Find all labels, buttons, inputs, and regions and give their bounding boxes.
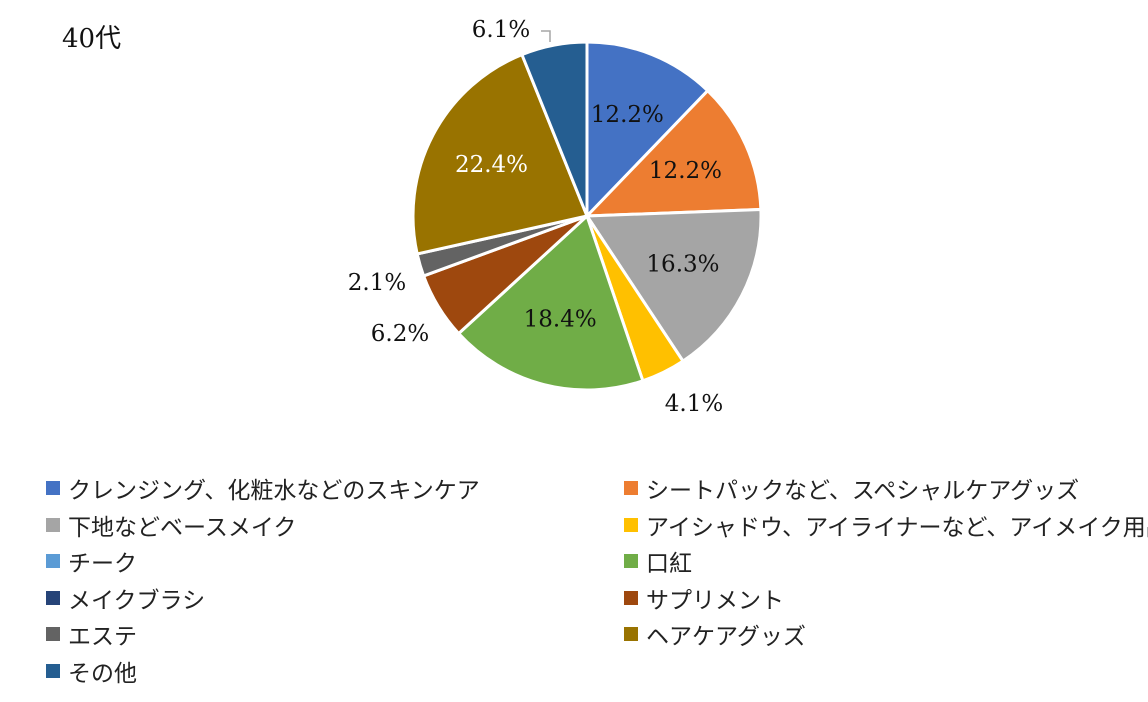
pie-slice-2 (584, 207, 763, 364)
pie-slice-0 (585, 40, 710, 220)
pie-slice-5 (456, 213, 645, 392)
legend-label: 口紅 (646, 551, 692, 577)
legend-swatch (624, 590, 638, 605)
data-label-3: 4.1% (665, 391, 723, 417)
legend-swatch (624, 627, 638, 641)
legend-label: ヘアケアグッズ (646, 624, 806, 650)
legend-item-5: 口紅 (624, 543, 692, 579)
legend-item-0: クレンジング、化粧水などのスキンケア (46, 470, 480, 506)
legend-item-4: チーク (46, 543, 137, 579)
legend-item-3: アイシャドウ、アイライナーなど、アイメイク用品 (624, 507, 1148, 543)
legend-swatch (46, 663, 60, 678)
legend-item-8: エステ (46, 616, 137, 652)
legend-item-2: 下地などベースメイク (46, 507, 296, 543)
legend-swatch (46, 481, 60, 495)
legend-label: サプリメント (646, 587, 784, 614)
legend-item-10: その他 (46, 653, 137, 689)
pie-slice-1 (583, 88, 763, 218)
legend-swatch (624, 517, 638, 532)
legend-item-9: ヘアケアグッズ (624, 616, 806, 652)
legend-label: メイクブラシ (68, 587, 206, 614)
legend-label: クレンジング、化粧水などのスキンケア (68, 478, 480, 504)
leader-line-other (541, 30, 551, 42)
legend-item-6: メイクブラシ (46, 580, 205, 616)
data-label-0: 12.2% (591, 102, 664, 128)
pie-plot-area: 12.2% 12.2% 16.3% 4.1% 18.4% 6.2% 2.1% 22.4% 6.1… (348, 17, 763, 417)
legend-label: エステ (68, 624, 137, 650)
legend-label: チーク (68, 551, 137, 577)
legend-label: シートパックなど、スペシャルケアグッズ (646, 478, 1080, 504)
data-label-10: 6.1% (472, 17, 530, 43)
pie-slice-9 (411, 52, 590, 256)
legend-item-1: シートパックなど、スペシャルケアグッズ (624, 470, 1079, 506)
pie-slice-10 (519, 40, 589, 217)
legend-item-7: サプリメント (624, 580, 784, 616)
legend-swatch (46, 554, 60, 568)
legend-label: アイシャドウ、アイライナーなど、アイメイク用品 (646, 514, 1148, 541)
legend-label: その他 (68, 660, 137, 687)
data-label-1: 12.2% (649, 158, 722, 184)
legend-label: 下地などベースメイク (68, 514, 297, 541)
data-label-5: 18.4% (524, 306, 597, 332)
chart-title: 40代 (62, 24, 122, 54)
legend-swatch (46, 590, 60, 605)
data-label-9: 22.4% (455, 152, 528, 178)
legend-swatch (624, 481, 638, 495)
data-label-7: 6.2% (371, 321, 429, 347)
legend-swatch (46, 627, 60, 641)
legend-swatch (46, 517, 60, 532)
legend-swatch (624, 554, 638, 568)
data-label-8: 2.1% (348, 270, 406, 296)
data-label-2: 16.3% (646, 251, 719, 277)
